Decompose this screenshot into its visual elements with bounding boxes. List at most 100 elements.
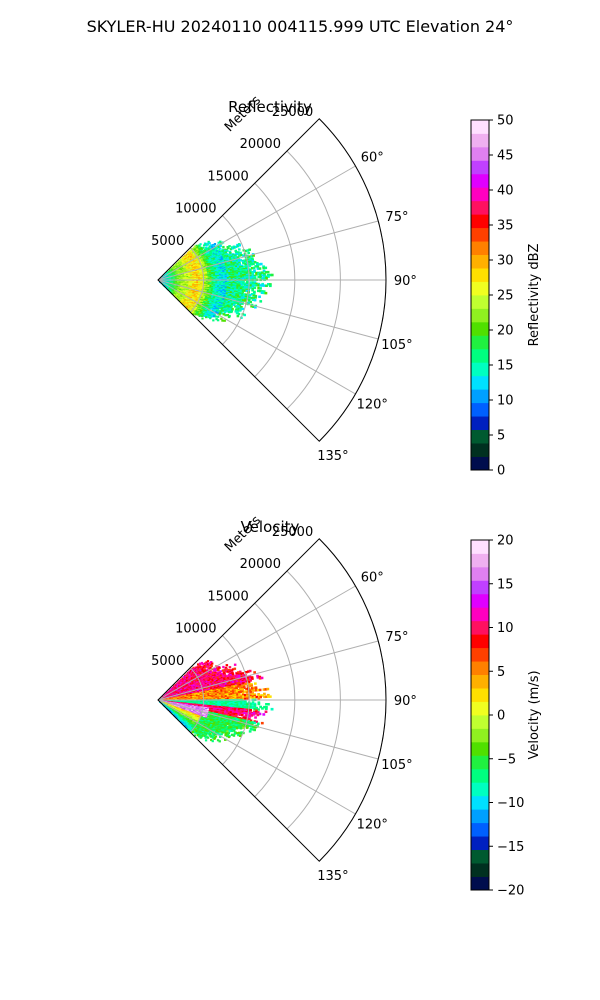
radar-gate — [232, 303, 236, 306]
radar-gate — [251, 285, 255, 288]
range-tick-label: 5000 — [151, 234, 184, 249]
radar-gate — [193, 245, 196, 248]
colorbar-segment — [471, 348, 489, 363]
radar-gate — [244, 283, 247, 286]
radar-gate — [236, 315, 240, 318]
radar-gate — [242, 265, 246, 268]
radar-gate — [259, 272, 262, 276]
radar-gate — [264, 271, 268, 274]
radar-gate — [262, 269, 266, 273]
colorbar-tick-label: 10 — [497, 394, 514, 409]
radar-gate — [252, 296, 255, 299]
radar-gate — [213, 310, 216, 313]
radar-gate — [182, 303, 185, 306]
radar-gate — [244, 265, 248, 268]
azimuth-tick-label: 75° — [385, 210, 408, 225]
radar-gate — [212, 319, 215, 322]
radar-gate — [250, 263, 253, 266]
radar-gate — [221, 319, 224, 322]
radar-gate — [241, 289, 245, 292]
radar-gate — [205, 316, 208, 319]
radar-gate — [247, 260, 251, 264]
radar-gate — [234, 305, 237, 308]
radar-gate — [254, 294, 258, 298]
radar-gate — [239, 251, 242, 254]
radar-gate — [237, 307, 240, 310]
radar-gate — [267, 283, 270, 286]
radar-gate — [268, 284, 272, 288]
radar-gate — [203, 244, 206, 247]
radar-gate — [268, 283, 272, 286]
radar-gate — [236, 295, 240, 298]
radar-gate — [250, 296, 253, 300]
radar-gate — [241, 302, 244, 305]
radar-gate — [253, 286, 257, 290]
radar-gate — [202, 246, 205, 249]
radar-gate — [263, 275, 266, 279]
azimuth-line — [157, 165, 356, 281]
radar-gate — [255, 284, 259, 287]
radar-gate — [222, 245, 225, 249]
radar-gate — [217, 246, 221, 249]
radar-gate — [238, 276, 241, 279]
colorbar-segment — [471, 120, 489, 134]
radar-gate — [228, 245, 231, 248]
radar-gate — [257, 273, 260, 276]
radar-gate — [261, 284, 264, 287]
radar-gate — [227, 246, 230, 250]
radar-gate — [251, 258, 254, 262]
radar-gate — [251, 298, 255, 301]
radar-gate — [258, 263, 261, 266]
radar-gate — [243, 274, 247, 277]
azimuth-tick-label: 105° — [381, 338, 412, 353]
radar-gate — [232, 256, 236, 259]
radar-gate — [212, 251, 215, 254]
radar-gate — [212, 244, 215, 247]
radar-gate — [245, 267, 248, 271]
radar-gate — [245, 289, 249, 293]
radar-gate — [240, 295, 244, 298]
radar-gate — [243, 269, 246, 272]
radar-gate — [226, 249, 229, 252]
radar-gate — [247, 299, 251, 302]
radar-gate — [240, 285, 243, 288]
radar-gate — [253, 299, 257, 302]
radar-gate — [230, 303, 234, 306]
radar-gate — [258, 267, 262, 270]
radar-gate — [201, 317, 204, 320]
radar-gate — [244, 262, 247, 266]
radar-gate — [263, 284, 266, 287]
radar-gate — [210, 307, 213, 310]
radar-gate — [238, 305, 241, 308]
colorbar-tick-label: 45 — [497, 149, 514, 164]
radar-gate — [265, 284, 268, 287]
colorbar-segment — [471, 241, 489, 256]
radar-gate — [249, 260, 253, 263]
radar-gate — [234, 310, 237, 313]
radar-gate — [245, 270, 249, 273]
radar-gate — [245, 266, 248, 269]
radar-gate — [257, 271, 260, 275]
radar-gate — [238, 282, 241, 285]
radar-gate — [235, 252, 239, 256]
radar-gate — [207, 316, 210, 319]
radar-gate — [245, 284, 249, 288]
radar-gate — [243, 299, 247, 302]
radar-gate — [241, 269, 244, 272]
radar-gate — [251, 260, 255, 263]
radar-gate — [198, 245, 201, 247]
radar-gate — [211, 662, 214, 665]
azimuth-tick-label: 135° — [317, 449, 348, 464]
radar-gate — [244, 282, 247, 285]
radar-gate — [237, 259, 241, 262]
radar-gate — [240, 296, 244, 299]
colorbar-segment — [471, 133, 489, 148]
radar-gate — [241, 307, 245, 311]
radar-gate — [197, 313, 200, 316]
radar-gate — [186, 307, 189, 310]
radar-gate — [242, 262, 245, 265]
radar-gate — [224, 314, 227, 317]
radar-gate — [261, 277, 264, 280]
radar-gate — [259, 274, 262, 277]
